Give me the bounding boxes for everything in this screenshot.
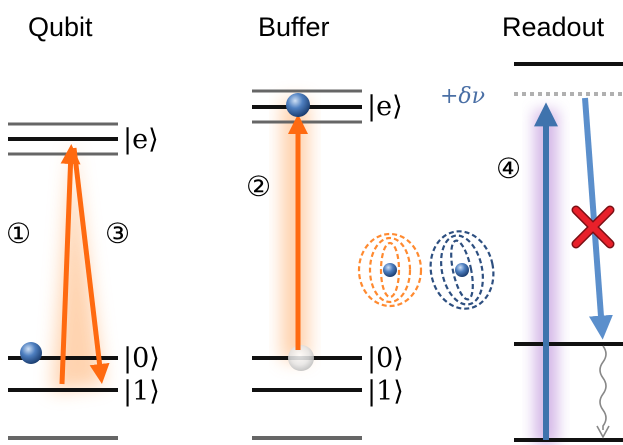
buffer-label-1: |1⟩ bbox=[367, 376, 404, 407]
step-2-marker: ② bbox=[246, 170, 271, 203]
decay-arrowhead bbox=[596, 425, 610, 439]
detuning-label: +δν bbox=[440, 84, 485, 109]
dipole-orange-icon bbox=[357, 232, 423, 308]
step-1-marker: ① bbox=[6, 217, 31, 250]
qubit-label-0: |0⟩ bbox=[123, 343, 160, 374]
buffer-pump-glow bbox=[282, 100, 308, 360]
qubit-label-e: |e⟩ bbox=[123, 124, 159, 155]
step-4-marker: ④ bbox=[496, 152, 521, 185]
step-3-marker: ③ bbox=[105, 217, 130, 250]
qubit-excitation-arrow bbox=[59, 144, 81, 385]
buffer-label-e: |e⟩ bbox=[367, 91, 403, 122]
qubit-title: Qubit bbox=[28, 12, 93, 42]
buffer-label-0: |0⟩ bbox=[367, 343, 404, 374]
buffer-atom-icon bbox=[286, 93, 310, 117]
readout-title: Readout bbox=[502, 12, 605, 42]
qubit-atom-icon bbox=[20, 342, 42, 364]
dipole-blue-icon bbox=[429, 230, 495, 310]
readout-column: +δν ④ bbox=[440, 62, 623, 445]
qubit-label-1: |1⟩ bbox=[123, 376, 160, 407]
qubit-column: |e⟩ |0⟩ |1⟩ ① ③ bbox=[6, 122, 160, 440]
buffer-vacated-atom-icon bbox=[288, 345, 314, 371]
buffer-title: Buffer bbox=[258, 12, 330, 42]
qubit-return-arrow bbox=[71, 147, 110, 384]
decay-wavy-icon bbox=[599, 345, 607, 430]
blocked-cross-icon bbox=[571, 205, 615, 249]
buffer-column: |e⟩ |0⟩ |1⟩ ② bbox=[246, 89, 404, 440]
readout-blocked-decay-arrow bbox=[582, 97, 613, 340]
